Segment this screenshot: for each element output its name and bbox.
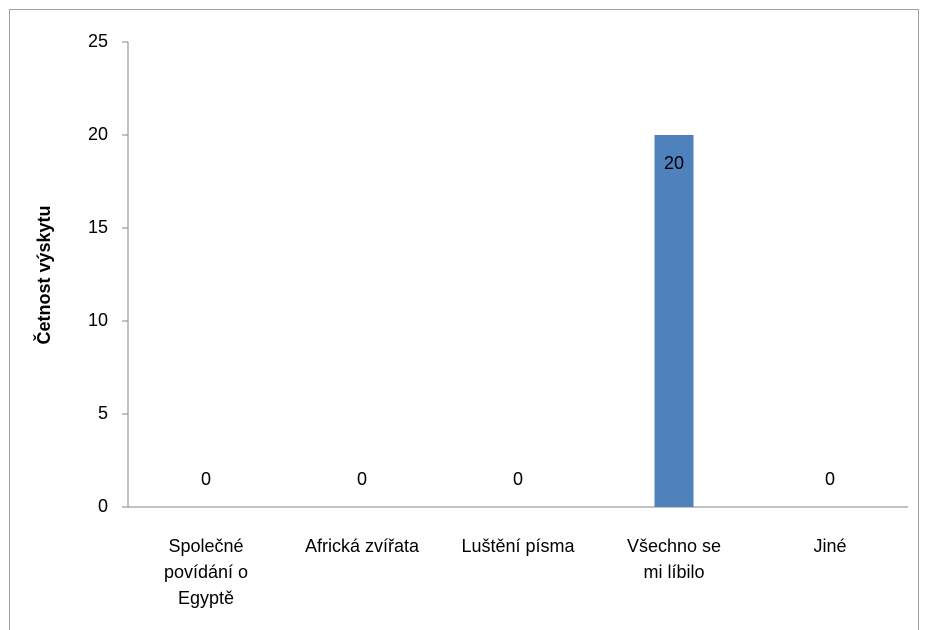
x-tick-label: Jiné <box>813 536 846 556</box>
bar <box>654 135 694 507</box>
y-axis-title: Četnost výskytu <box>33 205 54 344</box>
data-label: 0 <box>201 469 211 489</box>
y-tick-label: 0 <box>98 496 108 516</box>
x-tick-label: Všechno se mi líbilo <box>627 536 721 582</box>
y-tick-label: 25 <box>88 31 108 51</box>
y-tick-label: 10 <box>88 310 108 330</box>
chart-border <box>9 9 919 630</box>
y-tick-label: 5 <box>98 403 108 423</box>
data-label: 0 <box>357 469 367 489</box>
data-label: 0 <box>825 469 835 489</box>
x-tick-label: Společné povídání o Egyptě <box>164 536 248 608</box>
y-tick-label: 20 <box>88 124 108 144</box>
data-label: 20 <box>664 153 684 173</box>
x-tick-label: Africká zvířata <box>305 536 420 556</box>
x-tick-label: Luštění písma <box>461 536 575 556</box>
data-label: 0 <box>513 469 523 489</box>
y-tick-label: 15 <box>88 217 108 237</box>
